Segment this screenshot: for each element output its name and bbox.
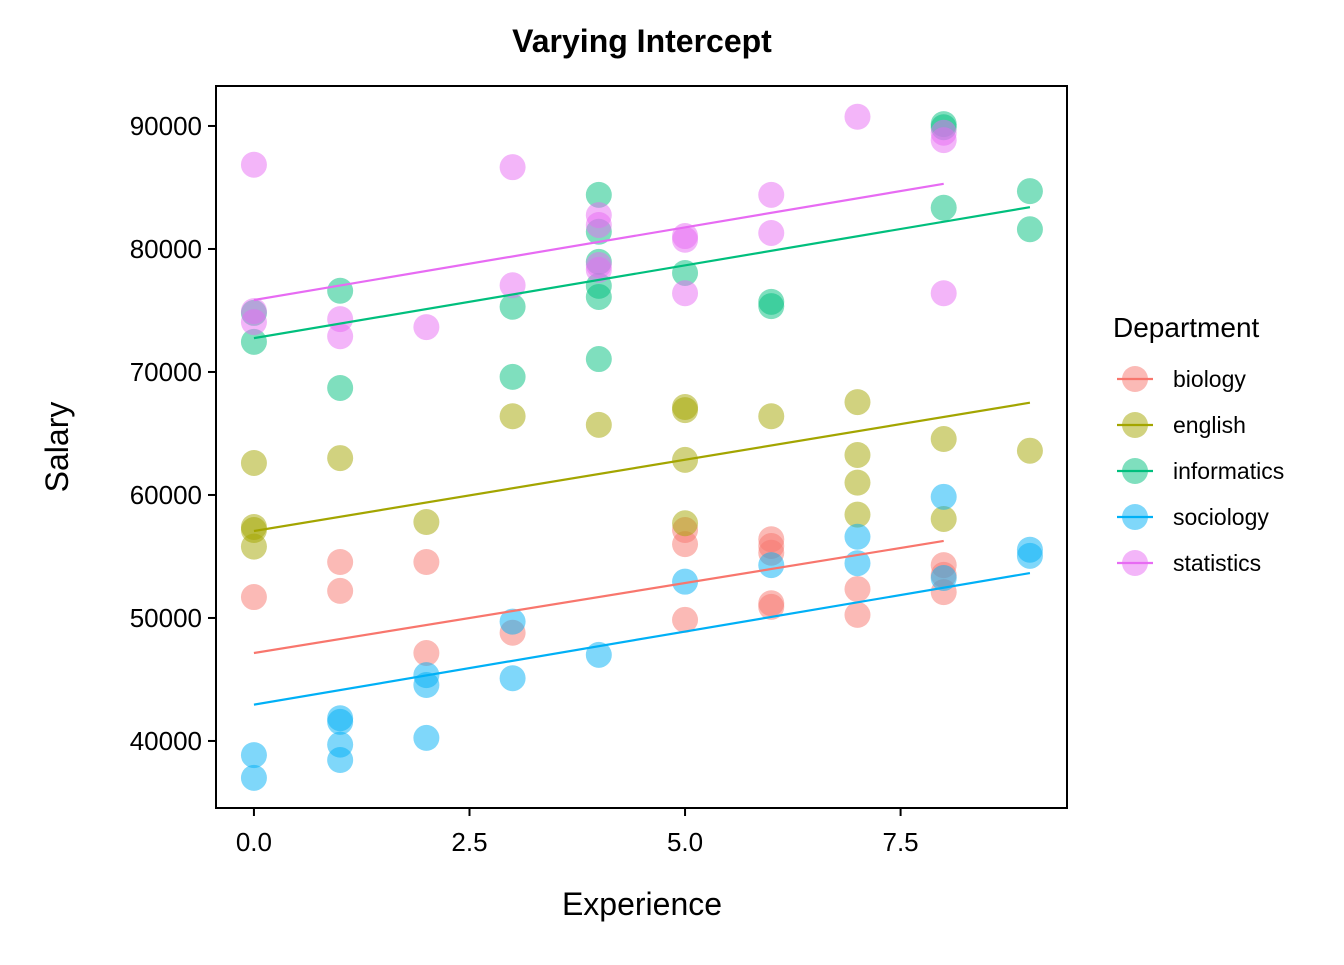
data-point-statistics — [930, 280, 957, 307]
data-point-sociology — [930, 483, 957, 510]
x-tick-label: 0.0 — [236, 827, 272, 857]
data-point-informatics — [1016, 216, 1043, 243]
y-tick-label: 70000 — [130, 357, 202, 387]
data-point-sociology — [413, 672, 440, 699]
legend-label-statistics: statistics — [1173, 550, 1261, 576]
data-point-statistics — [672, 226, 699, 253]
data-point-sociology — [1016, 542, 1043, 569]
data-point-english — [240, 449, 267, 476]
legend-title: Department — [1113, 312, 1260, 343]
data-point-statistics — [327, 323, 354, 350]
data-point-sociology — [930, 564, 957, 591]
data-point-sociology — [758, 552, 785, 579]
data-point-statistics — [240, 151, 267, 178]
fit-line-sociology — [253, 571, 1031, 706]
data-point-english — [758, 403, 785, 430]
data-point-english — [844, 469, 871, 496]
data-point-informatics — [327, 277, 354, 304]
data-point-biology — [327, 577, 354, 604]
data-point-english — [240, 533, 267, 560]
data-point-biology — [413, 549, 440, 576]
data-point-english — [327, 445, 354, 472]
y-tick-label: 60000 — [130, 480, 202, 510]
data-point-informatics — [930, 194, 957, 221]
data-point-informatics — [240, 328, 267, 355]
x-tick-label: 5.0 — [667, 827, 703, 857]
y-tick-label: 50000 — [130, 603, 202, 633]
data-point-english — [844, 389, 871, 416]
data-point-sociology — [413, 724, 440, 751]
legend: Department biology english informatics soci… — [1113, 312, 1284, 576]
data-point-biology — [672, 606, 699, 633]
data-point-statistics — [844, 103, 871, 130]
y-tick-label: 40000 — [130, 726, 202, 756]
data-point-english — [930, 505, 957, 532]
x-tick-label: 2.5 — [451, 827, 487, 857]
data-point-english — [413, 509, 440, 536]
data-point-statistics — [499, 272, 526, 299]
axes: 0.0 2.5 5.0 7.5 40000 50000 60000 70000 80000 900… — [130, 111, 919, 857]
data-point-statistics — [585, 211, 612, 238]
data-point-informatics — [1016, 178, 1043, 205]
legend-label-sociology: sociology — [1173, 504, 1269, 530]
x-tick-label: 7.5 — [883, 827, 919, 857]
legend-label-biology: biology — [1173, 366, 1246, 392]
fit-line-biology — [253, 539, 944, 655]
data-point-biology — [327, 549, 354, 576]
data-point-statistics — [930, 127, 957, 154]
data-point-sociology — [327, 708, 354, 735]
data-point-informatics — [758, 293, 785, 320]
legend-label-informatics: informatics — [1173, 458, 1284, 484]
y-axis-label: Salary — [39, 402, 75, 493]
legend-label-english: english — [1173, 412, 1246, 438]
data-point-sociology — [499, 665, 526, 692]
data-point-biology — [758, 593, 785, 620]
data-point-sociology — [844, 523, 871, 550]
data-point-biology — [672, 531, 699, 558]
data-point-informatics — [499, 293, 526, 320]
data-point-sociology — [240, 742, 267, 769]
data-point-statistics — [672, 280, 699, 307]
data-point-biology — [844, 576, 871, 603]
chart-title: Varying Intercept — [512, 23, 772, 59]
fit-line-statistics — [253, 182, 944, 302]
data-point-statistics — [758, 181, 785, 208]
data-point-statistics — [585, 256, 612, 283]
data-point-sociology — [499, 608, 526, 635]
data-point-english — [499, 403, 526, 430]
plot-area — [240, 103, 1043, 791]
data-point-english — [930, 426, 957, 453]
data-point-statistics — [240, 309, 267, 336]
data-point-sociology — [327, 747, 354, 774]
data-point-english — [1016, 437, 1043, 464]
y-tick-label: 90000 — [130, 111, 202, 141]
data-point-informatics — [585, 346, 612, 373]
data-point-english — [585, 411, 612, 438]
data-point-sociology — [240, 764, 267, 791]
data-point-informatics — [585, 283, 612, 310]
fit-line-informatics — [253, 206, 1031, 340]
data-point-biology — [413, 640, 440, 667]
data-point-sociology — [672, 568, 699, 595]
data-point-informatics — [499, 363, 526, 390]
fit-line-english — [253, 401, 1031, 533]
data-point-english — [844, 501, 871, 528]
data-point-english — [844, 441, 871, 468]
plot-border — [215, 85, 1068, 809]
data-point-biology — [240, 584, 267, 611]
data-point-statistics — [758, 219, 785, 246]
data-point-english — [672, 510, 699, 537]
data-point-informatics — [585, 181, 612, 208]
x-axis-label: Experience — [562, 886, 722, 922]
data-point-statistics — [499, 154, 526, 181]
data-point-statistics — [413, 314, 440, 341]
data-point-biology — [844, 601, 871, 628]
data-point-informatics — [327, 374, 354, 401]
y-tick-label: 80000 — [130, 234, 202, 264]
data-point-english — [672, 397, 699, 424]
